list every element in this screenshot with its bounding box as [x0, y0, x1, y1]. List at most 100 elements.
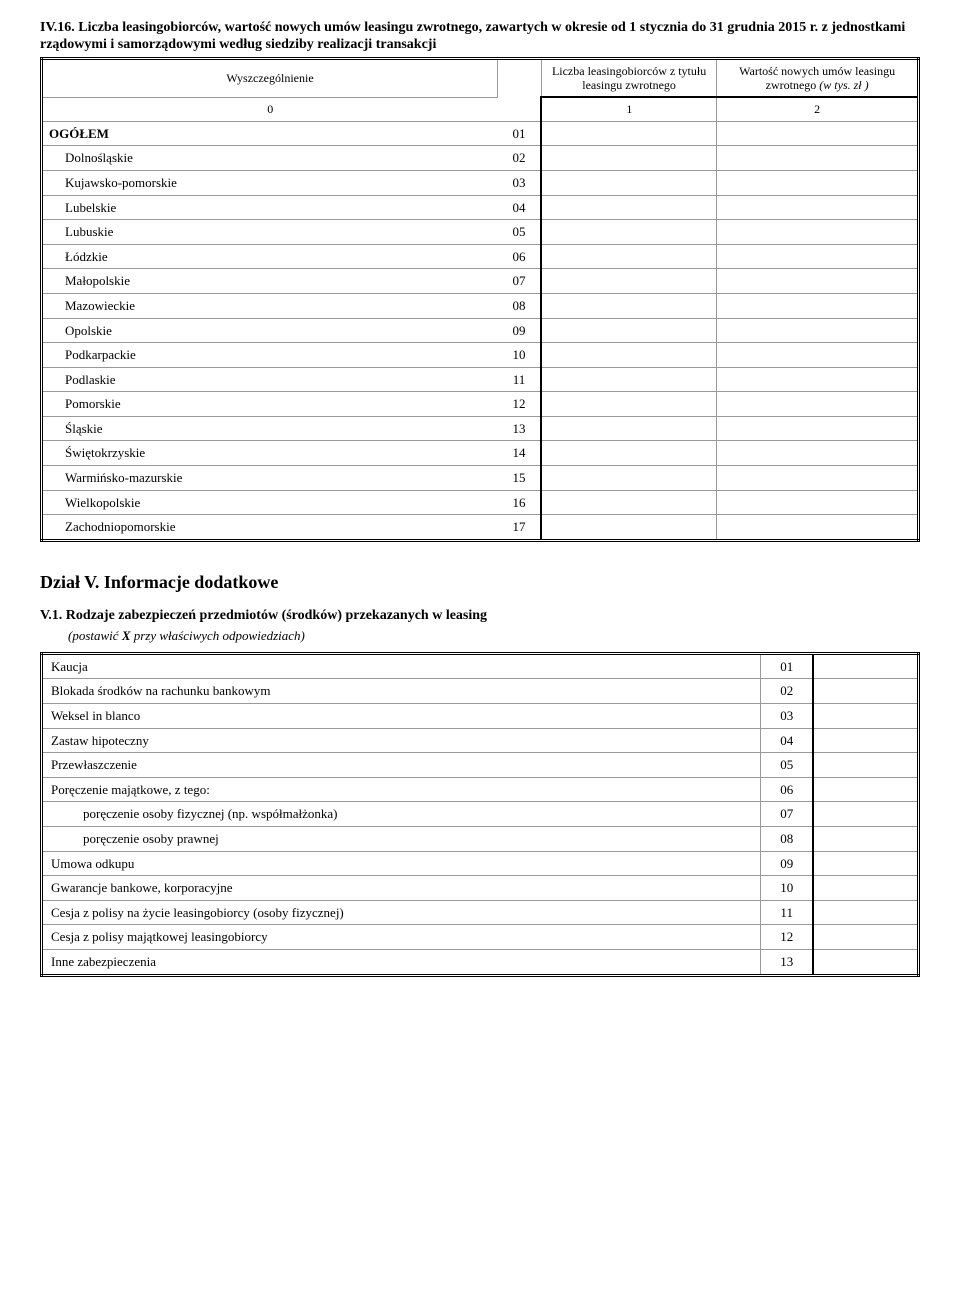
table2-title: V.1. Rodzaje zabezpieczeń przedmiotów (ś…	[40, 608, 487, 623]
row-label: Cesja z polisy majątkowej leasingobiorcy	[42, 925, 761, 950]
header-label: Wyszczególnienie	[42, 58, 498, 97]
row-code: 04	[498, 195, 542, 220]
row-value	[813, 753, 918, 778]
row-label: Umowa odkupu	[42, 851, 761, 876]
table-row: Gwarancje bankowe, korporacyjne10	[42, 876, 919, 901]
row-value1	[541, 367, 716, 392]
table-row: Dolnośląskie02	[42, 146, 919, 171]
table-row: Lubuskie05	[42, 220, 919, 245]
row-label: Kujawsko-pomorskie	[42, 170, 498, 195]
row-value2	[717, 392, 919, 417]
row-value1	[541, 293, 716, 318]
section5-title: Dział V. Informacje dodatkowe	[40, 572, 920, 594]
row-value1	[541, 146, 716, 171]
row-value2	[717, 466, 919, 491]
row-code: 12	[498, 392, 542, 417]
row-value	[813, 704, 918, 729]
row-code: 02	[498, 146, 542, 171]
row-value	[813, 679, 918, 704]
row-label: OGÓŁEM	[42, 121, 498, 146]
row-label: Podkarpackie	[42, 343, 498, 368]
voivodeship-table: Wyszczególnienie Liczba leasingobiorców …	[40, 57, 920, 542]
row-label: Poręczenie majątkowe, z tego:	[42, 777, 761, 802]
row-code: 01	[498, 121, 542, 146]
row-value2	[717, 195, 919, 220]
table-row: Kujawsko-pomorskie03	[42, 170, 919, 195]
row-label: Przewłaszczenie	[42, 753, 761, 778]
row-code: 14	[498, 441, 542, 466]
table1-title: IV.16. Liczba leasingobiorców, wartość n…	[40, 20, 905, 52]
row-value	[813, 851, 918, 876]
row-value1	[541, 195, 716, 220]
row-label: Śląskie	[42, 416, 498, 441]
row-code: 03	[498, 170, 542, 195]
row-label: Lubelskie	[42, 195, 498, 220]
row-value1	[541, 392, 716, 417]
section-header-1: IV.16. Liczba leasingobiorców, wartość n…	[40, 20, 920, 54]
row-value2	[717, 293, 919, 318]
row-label: Zachodniopomorskie	[42, 515, 498, 541]
row-value1	[541, 121, 716, 146]
table-row: Zastaw hipoteczny04	[42, 728, 919, 753]
table-row: Śląskie13	[42, 416, 919, 441]
row-code: 04	[761, 728, 814, 753]
row-code: 01	[761, 653, 814, 679]
table-row: OGÓŁEM01	[42, 121, 919, 146]
row-value2	[717, 146, 919, 171]
row-label: Dolnośląskie	[42, 146, 498, 171]
row-label: Gwarancje bankowe, korporacyjne	[42, 876, 761, 901]
table-row: Kaucja01	[42, 653, 919, 679]
row-label: Łódzkie	[42, 244, 498, 269]
row-value	[813, 728, 918, 753]
table-row: Warmińsko-mazurskie15	[42, 466, 919, 491]
row-label: Inne zabezpieczenia	[42, 949, 761, 975]
row-value2	[717, 367, 919, 392]
row-label: Blokada środków na rachunku bankowym	[42, 679, 761, 704]
row-value	[813, 802, 918, 827]
table-row: Małopolskie07	[42, 269, 919, 294]
row-label: Świętokrzyskie	[42, 441, 498, 466]
row-value1	[541, 490, 716, 515]
row-value1	[541, 170, 716, 195]
row-code: 11	[498, 367, 542, 392]
table-row: Podlaskie11	[42, 367, 919, 392]
row-code: 09	[498, 318, 542, 343]
header-col2: Wartość nowych umów leasingu zwrotnego (…	[717, 58, 919, 97]
table-row: Weksel in blanco03	[42, 704, 919, 729]
row-code: 07	[498, 269, 542, 294]
row-value	[813, 653, 918, 679]
row-value1	[541, 269, 716, 294]
row-code: 08	[498, 293, 542, 318]
row-label: Cesja z polisy na życie leasingobiorcy (…	[42, 900, 761, 925]
row-value1	[541, 416, 716, 441]
row-label: Kaucja	[42, 653, 761, 679]
table-row: poręczenie osoby fizycznej (np. współmał…	[42, 802, 919, 827]
row-value	[813, 827, 918, 852]
row-code: 07	[761, 802, 814, 827]
table-row: Podkarpackie10	[42, 343, 919, 368]
table-row: Pomorskie12	[42, 392, 919, 417]
row-code: 12	[761, 925, 814, 950]
row-value2	[717, 490, 919, 515]
row-code: 15	[498, 466, 542, 491]
row-code: 08	[761, 827, 814, 852]
table-row: Poręczenie majątkowe, z tego:06	[42, 777, 919, 802]
row-code: 13	[761, 949, 814, 975]
table-row: Cesja z polisy majątkowej leasingobiorcy…	[42, 925, 919, 950]
row-code: 05	[761, 753, 814, 778]
table-row: Opolskie09	[42, 318, 919, 343]
row-label: Wielkopolskie	[42, 490, 498, 515]
row-label: poręczenie osoby prawnej	[42, 827, 761, 852]
collateral-table: Kaucja01Blokada środków na rachunku bank…	[40, 652, 920, 977]
row-value	[813, 925, 918, 950]
row-label: Warmińsko-mazurskie	[42, 466, 498, 491]
row-code: 13	[498, 416, 542, 441]
table-row: Zachodniopomorskie17	[42, 515, 919, 541]
row-value	[813, 777, 918, 802]
table-row: Cesja z polisy na życie leasingobiorcy (…	[42, 900, 919, 925]
table-row: Lubelskie04	[42, 195, 919, 220]
row-value2	[717, 244, 919, 269]
row-label: Małopolskie	[42, 269, 498, 294]
table-row: Przewłaszczenie05	[42, 753, 919, 778]
row-code: 06	[498, 244, 542, 269]
